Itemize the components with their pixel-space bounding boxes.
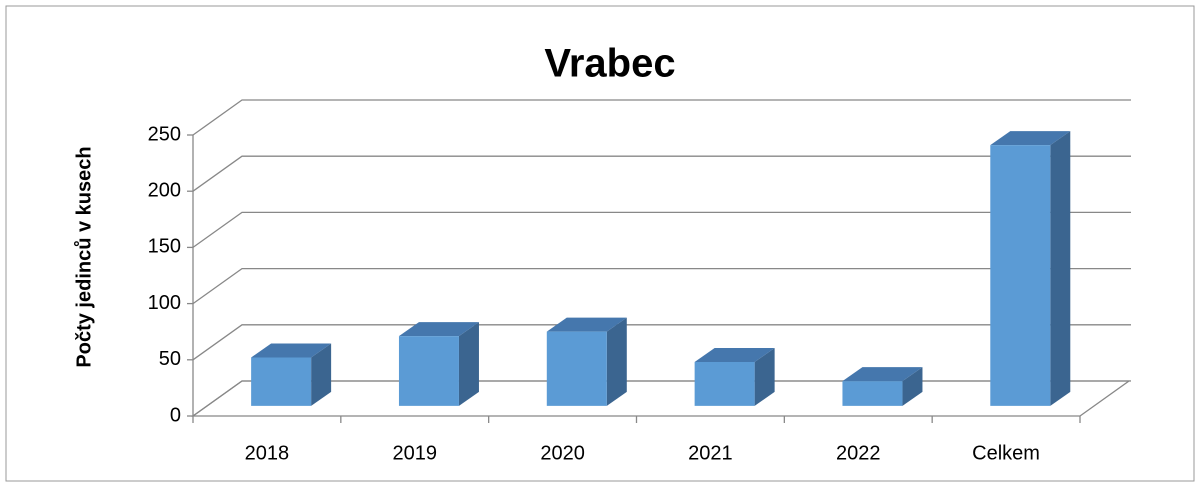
bar-top: [842, 367, 923, 382]
y-tick-label: 0: [170, 404, 181, 426]
bar-top: [398, 322, 479, 337]
bar-side: [1050, 131, 1071, 406]
bar-side: [754, 348, 775, 406]
bar-front: [398, 336, 459, 406]
x-tick-label: Celkem: [972, 442, 1040, 464]
bar-front: [842, 381, 903, 406]
bar-side: [311, 343, 332, 406]
bar-top: [251, 343, 332, 358]
bar: [398, 322, 479, 406]
grid-line: [192, 267, 1131, 305]
y-tick-label: 100: [148, 292, 181, 314]
chart-title: Vrabec: [544, 42, 675, 86]
x-tick-label: 2021: [688, 442, 733, 464]
x-tick-label: 2019: [393, 442, 438, 464]
bar: [251, 343, 332, 406]
bar-top: [546, 317, 627, 332]
y-tick-label: 50: [159, 348, 181, 370]
bar: [842, 367, 923, 406]
y-tick-label: 250: [148, 123, 181, 145]
bar-side: [606, 317, 627, 406]
bar-side: [902, 367, 923, 406]
grid-line: [192, 324, 1131, 361]
grid-line: [192, 99, 1131, 136]
x-tick-label: 2020: [540, 442, 585, 464]
grid-line: [192, 155, 1131, 192]
x-tick-label: 2022: [836, 442, 881, 464]
grid-line: [192, 211, 1131, 248]
bar-front: [251, 357, 312, 406]
bar-side: [458, 322, 479, 406]
bar: [694, 348, 775, 406]
bar-front: [990, 145, 1051, 406]
y-axis-label: Počty jedinců v kusech: [73, 146, 95, 367]
bar-top: [694, 348, 775, 363]
x-tick-label: 2018: [245, 442, 290, 464]
bar-front: [546, 331, 607, 406]
grid-line: [192, 380, 1131, 417]
bar-top: [990, 131, 1071, 146]
bar: [990, 131, 1071, 406]
bar: [546, 317, 627, 406]
bar-front: [694, 362, 755, 406]
y-tick-label: 200: [148, 179, 181, 201]
y-tick-label: 150: [148, 236, 181, 258]
